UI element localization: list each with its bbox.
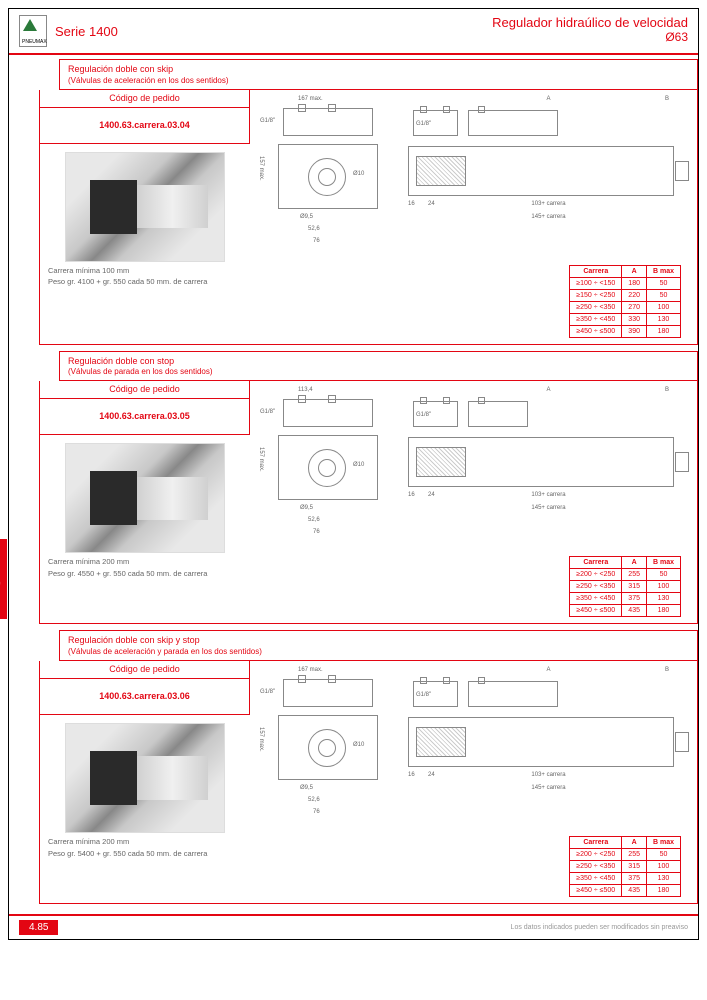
table-cell: 270: [622, 301, 647, 313]
table-cell: ≥350 ÷ <450: [570, 313, 622, 325]
table-cell: ≥200 ÷ <250: [570, 569, 622, 581]
spec-carrera-min: Carrera mínima 200 mm: [48, 557, 242, 567]
page-number: 4.85: [19, 920, 58, 935]
table-cell: 50: [646, 569, 680, 581]
product-section: Regulación doble con skip y stop (Válvul…: [39, 630, 698, 904]
brand-logo: PNEUMAX: [19, 15, 47, 47]
product-title: Regulador hidraúlico de velocidad: [492, 15, 688, 30]
table-cell: 50: [646, 849, 680, 861]
product-image: [65, 723, 225, 833]
table-cell: 390: [622, 325, 647, 337]
table-header: Carrera: [570, 557, 622, 569]
table-cell: 180: [622, 277, 647, 289]
table-cell: ≥250 ÷ <350: [570, 581, 622, 593]
table-cell: 130: [646, 593, 680, 605]
dimension-table: CarreraAB max ≥200 ÷ <25025550 ≥250 ÷ <35…: [569, 836, 681, 897]
series-title: Serie 1400: [55, 24, 118, 39]
spec-carrera-min: Carrera mínima 100 mm: [48, 266, 242, 276]
table-cell: 100: [646, 301, 680, 313]
table-cell: 330: [622, 313, 647, 325]
table-header: B max: [646, 557, 680, 569]
table-cell: 130: [646, 873, 680, 885]
section-title-box: Regulación doble con stop (Válvulas de p…: [59, 351, 698, 382]
table-cell: 315: [622, 861, 647, 873]
order-code: 1400.63.carrera.03.04: [99, 120, 190, 130]
table-header: A: [622, 265, 647, 277]
table-cell: 255: [622, 849, 647, 861]
table-cell: 180: [646, 885, 680, 897]
spec-peso: Peso gr. 5400 + gr. 550 cada 50 mm. de c…: [48, 849, 242, 859]
content-area: 4 Regulación doble con skip (Válvulas de…: [9, 55, 698, 914]
order-code: 1400.63.carrera.03.05: [99, 411, 190, 421]
chapter-tab: 4: [0, 539, 7, 619]
table-cell: 255: [622, 569, 647, 581]
dimension-table: CarreraAB max ≥200 ÷ <25025550 ≥250 ÷ <35…: [569, 556, 681, 617]
table-header: B max: [646, 265, 680, 277]
section-title-box: Regulación doble con skip (Válvulas de a…: [59, 59, 698, 90]
product-section: Regulación doble con stop (Válvulas de p…: [39, 351, 698, 625]
table-cell: 435: [622, 605, 647, 617]
spec-carrera-min: Carrera mínima 200 mm: [48, 837, 242, 847]
spec-peso: Peso gr. 4100 + gr. 550 cada 50 mm. de c…: [48, 277, 242, 287]
order-code: 1400.63.carrera.03.06: [99, 691, 190, 701]
product-image: [65, 443, 225, 553]
table-header: A: [622, 557, 647, 569]
table-cell: ≥350 ÷ <450: [570, 873, 622, 885]
product-image: [65, 152, 225, 262]
page-header: PNEUMAX Serie 1400 Regulador hidraúlico …: [9, 9, 698, 55]
table-cell: ≥350 ÷ <450: [570, 593, 622, 605]
product-section: Regulación doble con skip (Válvulas de a…: [39, 59, 698, 345]
table-cell: ≥450 ÷ ≤500: [570, 605, 622, 617]
table-cell: ≥200 ÷ <250: [570, 849, 622, 861]
table-cell: ≥450 ÷ ≤500: [570, 325, 622, 337]
table-cell: 100: [646, 581, 680, 593]
section-title: Regulación doble con skip: [68, 64, 689, 76]
table-header: A: [622, 837, 647, 849]
table-cell: 375: [622, 593, 647, 605]
table-cell: 50: [646, 277, 680, 289]
table-cell: ≥150 ÷ <250: [570, 289, 622, 301]
table-cell: 220: [622, 289, 647, 301]
section-title: Regulación doble con stop: [68, 356, 689, 368]
table-cell: 315: [622, 581, 647, 593]
table-cell: 435: [622, 885, 647, 897]
table-cell: 180: [646, 325, 680, 337]
table-cell: 100: [646, 861, 680, 873]
footer-note: Los datos indicados pueden ser modificad…: [511, 924, 688, 931]
table-cell: 130: [646, 313, 680, 325]
page-footer: 4.85 Los datos indicados pueden ser modi…: [9, 914, 698, 939]
table-cell: 375: [622, 873, 647, 885]
table-cell: ≥250 ÷ <350: [570, 861, 622, 873]
logo-text: PNEUMAX: [22, 39, 47, 45]
section-title-box: Regulación doble con skip y stop (Válvul…: [59, 630, 698, 661]
diameter-label: Ø63: [492, 30, 688, 44]
table-cell: 50: [646, 289, 680, 301]
code-header: Código de pedido: [109, 664, 180, 674]
table-header: Carrera: [570, 837, 622, 849]
table-cell: ≥100 ÷ <150: [570, 277, 622, 289]
table-header: B max: [646, 837, 680, 849]
dimension-table: CarreraAB max ≥100 ÷ <15018050≥150 ÷ <25…: [569, 265, 681, 338]
section-title: Regulación doble con skip y stop: [68, 635, 689, 647]
spec-peso: Peso gr. 4550 + gr. 550 cada 50 mm. de c…: [48, 569, 242, 579]
code-header: Código de pedido: [109, 93, 180, 103]
section-subtitle: (Válvulas de aceleración en los dos sent…: [68, 76, 689, 85]
table-header: Carrera: [570, 265, 622, 277]
table-cell: ≥250 ÷ <350: [570, 301, 622, 313]
code-header: Código de pedido: [109, 384, 180, 394]
section-subtitle: (Válvulas de aceleración y parada en los…: [68, 647, 689, 656]
section-subtitle: (Válvulas de parada en los dos sentidos): [68, 367, 689, 376]
table-cell: 180: [646, 605, 680, 617]
table-cell: ≥450 ÷ ≤500: [570, 885, 622, 897]
